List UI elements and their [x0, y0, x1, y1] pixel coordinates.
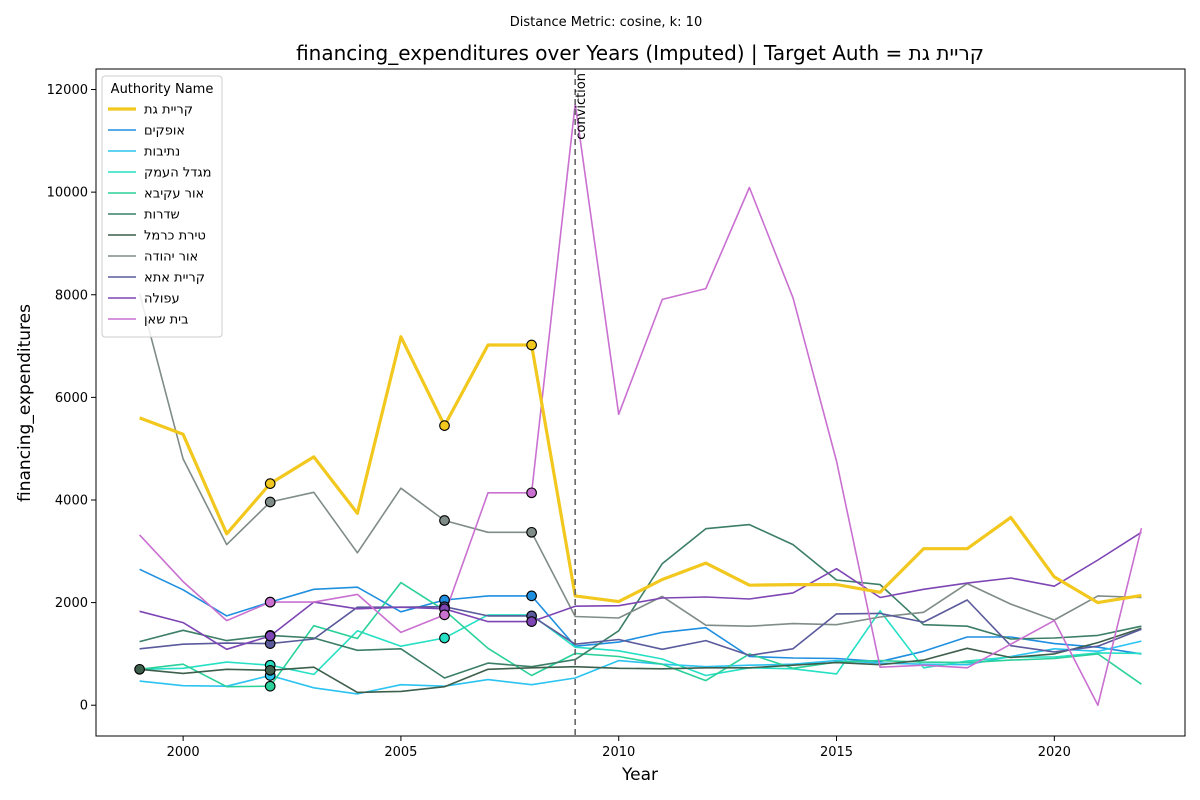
legend-label: קריית גת — [144, 103, 193, 118]
chart-suptitle: Distance Metric: cosine, k: 10 — [510, 15, 702, 30]
conviction-annotation: conviction — [574, 73, 589, 140]
legend-label: קריית אתא — [144, 271, 205, 286]
y-tick-label: 10000 — [47, 186, 88, 201]
imputed-marker — [264, 680, 276, 692]
x-tick-label: 2010 — [602, 745, 635, 760]
series-line-10 — [139, 103, 1143, 707]
series-line-5 — [139, 523, 1142, 679]
imputed-marker — [264, 496, 276, 508]
legend-label: אור עקיבא — [144, 187, 204, 202]
series-line-9 — [139, 531, 1142, 651]
imputed-marker — [526, 339, 537, 351]
y-tick-label: 2000 — [55, 596, 88, 611]
imputed-marker — [264, 478, 276, 489]
x-tick-label: 2020 — [1038, 745, 1071, 760]
legend-label: עפולה — [144, 292, 180, 307]
imputed-marker — [264, 630, 276, 642]
series-line-1 — [139, 568, 1142, 663]
series-line-8 — [139, 599, 1142, 657]
legend-label: אופקים — [144, 124, 185, 139]
legend-label: טירת כרמל — [144, 229, 206, 244]
imputed-marker — [526, 590, 537, 602]
imputed-marker — [264, 664, 276, 676]
series-line-0 — [139, 335, 1142, 605]
y-tick-label: 0 — [80, 699, 88, 714]
imputed-marker — [526, 487, 537, 499]
legend-label: מגדל העמק — [144, 166, 212, 181]
x-tick-label: 2000 — [167, 745, 200, 760]
imputed-marker — [439, 632, 450, 644]
series-line-4 — [139, 581, 1142, 688]
x-tick-label: 2015 — [820, 745, 853, 760]
series-line-3 — [139, 609, 1142, 677]
y-tick-label: 4000 — [55, 493, 88, 508]
x-axis-label: Year — [621, 765, 658, 785]
legend-label: אור יהודה — [144, 250, 198, 265]
y-tick-label: 8000 — [55, 288, 88, 303]
series-line-6 — [139, 627, 1142, 694]
x-axis: 2000 2005 2010 2015 2020 — [167, 736, 1071, 760]
legend-box — [101, 75, 223, 338]
imputed-marker — [134, 663, 145, 675]
x-tick-label: 2005 — [384, 745, 417, 760]
series-line-7 — [138, 293, 1142, 628]
imputed-marker — [439, 420, 450, 431]
series-line-2 — [139, 640, 1142, 695]
legend-label: נתיבות — [144, 145, 180, 160]
legend: Authority Name קריית גת אופקים נתיבות מגדל ה… — [101, 75, 223, 338]
chart-title: financing_expenditures over Years (Imput… — [296, 41, 984, 65]
y-axis-label: financing_expenditures — [15, 304, 35, 502]
plot-frame — [95, 68, 1186, 737]
imputed-marker — [526, 616, 537, 627]
imputed-marker — [264, 596, 276, 608]
y-tick-label: 6000 — [55, 391, 88, 406]
legend-label: בית שאן — [144, 313, 189, 328]
imputed-marker — [526, 526, 537, 538]
y-tick-label: 12000 — [47, 83, 88, 98]
imputed-marker — [439, 609, 450, 621]
legend-title: Authority Name — [111, 82, 214, 97]
y-axis: 0 2000 4000 6000 8000 10000 12000 — [47, 83, 96, 714]
imputed-marker — [439, 515, 450, 526]
plot-area: conviction — [134, 69, 1143, 736]
legend-label: שדרות — [144, 208, 180, 223]
